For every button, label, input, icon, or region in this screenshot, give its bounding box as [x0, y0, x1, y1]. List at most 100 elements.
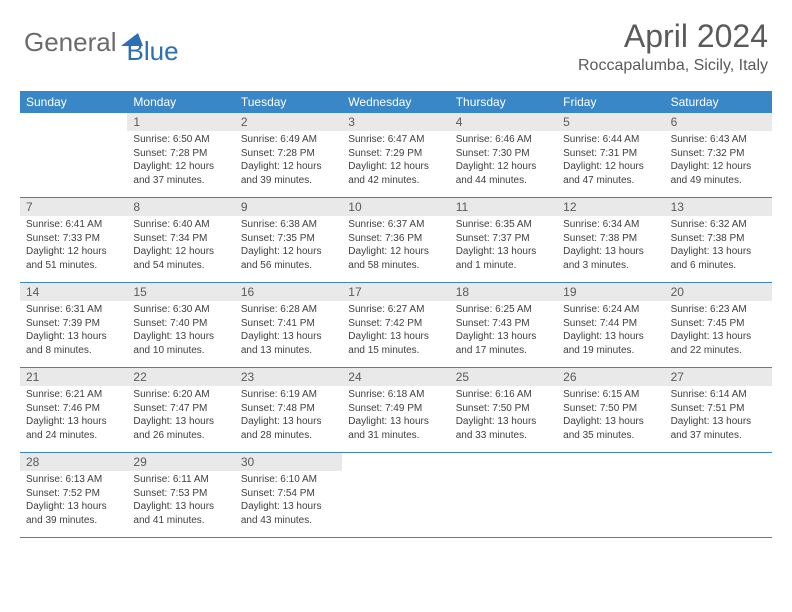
calendar-day: 20Sunrise: 6:23 AMSunset: 7:45 PMDayligh… — [665, 283, 772, 367]
calendar-day: 22Sunrise: 6:20 AMSunset: 7:47 PMDayligh… — [127, 368, 234, 452]
calendar-day: 28Sunrise: 6:13 AMSunset: 7:52 PMDayligh… — [20, 453, 127, 537]
day-content: Sunrise: 6:11 AMSunset: 7:53 PMDaylight:… — [127, 471, 234, 531]
day-number: 17 — [342, 283, 449, 301]
day-number: 3 — [342, 113, 449, 131]
calendar-week-row: 28Sunrise: 6:13 AMSunset: 7:52 PMDayligh… — [20, 453, 772, 538]
day-content: Sunrise: 6:28 AMSunset: 7:41 PMDaylight:… — [235, 301, 342, 361]
day-content: Sunrise: 6:32 AMSunset: 7:38 PMDaylight:… — [665, 216, 772, 276]
day-content: Sunrise: 6:44 AMSunset: 7:31 PMDaylight:… — [557, 131, 664, 191]
calendar-week-row: 7Sunrise: 6:41 AMSunset: 7:33 PMDaylight… — [20, 198, 772, 283]
day-content: Sunrise: 6:13 AMSunset: 7:52 PMDaylight:… — [20, 471, 127, 531]
calendar-day: 14Sunrise: 6:31 AMSunset: 7:39 PMDayligh… — [20, 283, 127, 367]
day-content: Sunrise: 6:30 AMSunset: 7:40 PMDaylight:… — [127, 301, 234, 361]
calendar-day: 1Sunrise: 6:50 AMSunset: 7:28 PMDaylight… — [127, 113, 234, 197]
day-number: 10 — [342, 198, 449, 216]
day-number: 6 — [665, 113, 772, 131]
day-content: Sunrise: 6:27 AMSunset: 7:42 PMDaylight:… — [342, 301, 449, 361]
day-number: 19 — [557, 283, 664, 301]
day-number: 20 — [665, 283, 772, 301]
day-number: 9 — [235, 198, 342, 216]
weekday-label: Monday — [127, 91, 234, 113]
day-content: Sunrise: 6:23 AMSunset: 7:45 PMDaylight:… — [665, 301, 772, 361]
calendar-day: 26Sunrise: 6:15 AMSunset: 7:50 PMDayligh… — [557, 368, 664, 452]
calendar-day: 30Sunrise: 6:10 AMSunset: 7:54 PMDayligh… — [235, 453, 342, 537]
day-number: 16 — [235, 283, 342, 301]
day-content: Sunrise: 6:24 AMSunset: 7:44 PMDaylight:… — [557, 301, 664, 361]
calendar-day: 2Sunrise: 6:49 AMSunset: 7:28 PMDaylight… — [235, 113, 342, 197]
day-content: Sunrise: 6:37 AMSunset: 7:36 PMDaylight:… — [342, 216, 449, 276]
weekday-label: Saturday — [665, 91, 772, 113]
calendar-day: 4Sunrise: 6:46 AMSunset: 7:30 PMDaylight… — [450, 113, 557, 197]
month-title: April 2024 — [578, 18, 768, 55]
day-number: 28 — [20, 453, 127, 471]
day-number: 24 — [342, 368, 449, 386]
location: Roccapalumba, Sicily, Italy — [578, 57, 768, 75]
day-content: Sunrise: 6:25 AMSunset: 7:43 PMDaylight:… — [450, 301, 557, 361]
calendar-day: 29Sunrise: 6:11 AMSunset: 7:53 PMDayligh… — [127, 453, 234, 537]
calendar-day: 8Sunrise: 6:40 AMSunset: 7:34 PMDaylight… — [127, 198, 234, 282]
day-number: 7 — [20, 198, 127, 216]
day-content: Sunrise: 6:15 AMSunset: 7:50 PMDaylight:… — [557, 386, 664, 446]
logo-text-blue: Blue — [127, 36, 179, 67]
calendar-week-row: 14Sunrise: 6:31 AMSunset: 7:39 PMDayligh… — [20, 283, 772, 368]
day-content: Sunrise: 6:35 AMSunset: 7:37 PMDaylight:… — [450, 216, 557, 276]
calendar-day: 15Sunrise: 6:30 AMSunset: 7:40 PMDayligh… — [127, 283, 234, 367]
day-content: Sunrise: 6:38 AMSunset: 7:35 PMDaylight:… — [235, 216, 342, 276]
day-number: 14 — [20, 283, 127, 301]
calendar-day: 13Sunrise: 6:32 AMSunset: 7:38 PMDayligh… — [665, 198, 772, 282]
calendar-day: 16Sunrise: 6:28 AMSunset: 7:41 PMDayligh… — [235, 283, 342, 367]
day-content: Sunrise: 6:18 AMSunset: 7:49 PMDaylight:… — [342, 386, 449, 446]
calendar-day: 24Sunrise: 6:18 AMSunset: 7:49 PMDayligh… — [342, 368, 449, 452]
day-number: 30 — [235, 453, 342, 471]
weekday-label: Sunday — [20, 91, 127, 113]
day-number: 15 — [127, 283, 234, 301]
calendar-day: 27Sunrise: 6:14 AMSunset: 7:51 PMDayligh… — [665, 368, 772, 452]
calendar-day: 17Sunrise: 6:27 AMSunset: 7:42 PMDayligh… — [342, 283, 449, 367]
calendar-day: 3Sunrise: 6:47 AMSunset: 7:29 PMDaylight… — [342, 113, 449, 197]
calendar-day: 19Sunrise: 6:24 AMSunset: 7:44 PMDayligh… — [557, 283, 664, 367]
day-number: 13 — [665, 198, 772, 216]
day-content: Sunrise: 6:31 AMSunset: 7:39 PMDaylight:… — [20, 301, 127, 361]
calendar: SundayMondayTuesdayWednesdayThursdayFrid… — [20, 91, 772, 538]
calendar-day: 5Sunrise: 6:44 AMSunset: 7:31 PMDaylight… — [557, 113, 664, 197]
calendar-day — [665, 453, 772, 537]
day-content: Sunrise: 6:20 AMSunset: 7:47 PMDaylight:… — [127, 386, 234, 446]
day-content: Sunrise: 6:41 AMSunset: 7:33 PMDaylight:… — [20, 216, 127, 276]
page-header: General Blue April 2024 Roccapalumba, Si… — [0, 0, 792, 83]
logo: General Blue — [24, 18, 179, 67]
calendar-day: 12Sunrise: 6:34 AMSunset: 7:38 PMDayligh… — [557, 198, 664, 282]
day-content: Sunrise: 6:40 AMSunset: 7:34 PMDaylight:… — [127, 216, 234, 276]
day-number: 26 — [557, 368, 664, 386]
day-content: Sunrise: 6:34 AMSunset: 7:38 PMDaylight:… — [557, 216, 664, 276]
calendar-day: 18Sunrise: 6:25 AMSunset: 7:43 PMDayligh… — [450, 283, 557, 367]
calendar-week-row: 1Sunrise: 6:50 AMSunset: 7:28 PMDaylight… — [20, 113, 772, 198]
day-content: Sunrise: 6:50 AMSunset: 7:28 PMDaylight:… — [127, 131, 234, 191]
calendar-week-row: 21Sunrise: 6:21 AMSunset: 7:46 PMDayligh… — [20, 368, 772, 453]
day-number: 5 — [557, 113, 664, 131]
weekday-label: Friday — [557, 91, 664, 113]
calendar-day — [450, 453, 557, 537]
day-number: 11 — [450, 198, 557, 216]
calendar-day: 25Sunrise: 6:16 AMSunset: 7:50 PMDayligh… — [450, 368, 557, 452]
day-content: Sunrise: 6:43 AMSunset: 7:32 PMDaylight:… — [665, 131, 772, 191]
day-content: Sunrise: 6:21 AMSunset: 7:46 PMDaylight:… — [20, 386, 127, 446]
calendar-day: 9Sunrise: 6:38 AMSunset: 7:35 PMDaylight… — [235, 198, 342, 282]
calendar-day: 7Sunrise: 6:41 AMSunset: 7:33 PMDaylight… — [20, 198, 127, 282]
day-number: 12 — [557, 198, 664, 216]
day-number: 29 — [127, 453, 234, 471]
weekday-label: Wednesday — [342, 91, 449, 113]
day-content: Sunrise: 6:16 AMSunset: 7:50 PMDaylight:… — [450, 386, 557, 446]
calendar-day: 6Sunrise: 6:43 AMSunset: 7:32 PMDaylight… — [665, 113, 772, 197]
calendar-day: 23Sunrise: 6:19 AMSunset: 7:48 PMDayligh… — [235, 368, 342, 452]
weekday-label: Tuesday — [235, 91, 342, 113]
day-content: Sunrise: 6:49 AMSunset: 7:28 PMDaylight:… — [235, 131, 342, 191]
calendar-day: 21Sunrise: 6:21 AMSunset: 7:46 PMDayligh… — [20, 368, 127, 452]
day-number: 21 — [20, 368, 127, 386]
logo-text-general: General — [24, 27, 117, 58]
weekday-label: Thursday — [450, 91, 557, 113]
day-content: Sunrise: 6:19 AMSunset: 7:48 PMDaylight:… — [235, 386, 342, 446]
calendar-day: 10Sunrise: 6:37 AMSunset: 7:36 PMDayligh… — [342, 198, 449, 282]
calendar-day — [557, 453, 664, 537]
weekday-header-row: SundayMondayTuesdayWednesdayThursdayFrid… — [20, 91, 772, 113]
day-content: Sunrise: 6:14 AMSunset: 7:51 PMDaylight:… — [665, 386, 772, 446]
